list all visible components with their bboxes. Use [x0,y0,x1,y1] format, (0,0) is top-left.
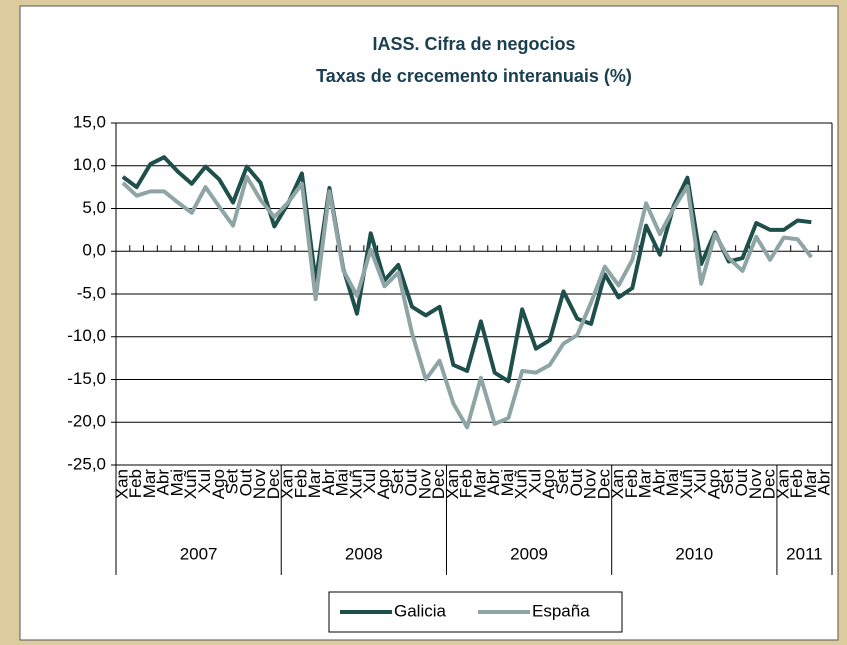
x-tick-label: Xuñ [512,469,531,499]
y-tick-label: -25,0 [67,454,106,473]
series-line [121,174,813,430]
x-tick-label: Mar [140,469,159,499]
x-tick-label: Mai [167,469,186,496]
x-tick-label: Xul [525,469,544,494]
group-label: 2010 [675,544,713,563]
y-tick-label: 0,0 [82,241,106,260]
group-label: 2008 [345,544,383,563]
x-tick-label: Mai [498,469,517,496]
x-tick-label: Feb [787,469,806,498]
x-tick-label: Dec [264,469,283,500]
chart-subtitle: Taxas de crecemento interanuais (%) [316,66,632,86]
x-tick-label: Nov [581,469,600,500]
y-tick-label: -15,0 [67,369,106,388]
x-tick-label: Mar [305,469,324,499]
x-tick-label: Ago [539,469,558,499]
x-tick-label: Out [236,469,255,497]
x-tick-label: Dec [760,469,779,500]
y-tick-label: 15,0 [73,112,106,131]
x-tick-label: Set [718,469,737,495]
panel [19,5,839,641]
x-tick-label: Xuñ [677,469,696,499]
x-tick-label: Xan [773,469,792,499]
x-tick-label: Ago [209,469,228,499]
x-tick-label: Ago [704,469,723,499]
y-tick-label: 5,0 [82,198,106,217]
chart-title: IASS. Cifra de negocios [372,34,575,54]
x-tick-label: Abr [154,469,173,496]
x-tick-label: Feb [126,469,145,498]
legend-label: España [532,601,590,620]
group-label: 2011 [786,544,823,563]
x-tick-label: Xan [443,469,462,499]
x-tick-label: Out [567,469,586,497]
x-tick-label: Xan [608,469,627,499]
series-line [121,155,812,384]
x-tick-label: Mar [470,469,489,499]
x-tick-label: Xul [691,469,710,494]
group-label: 2007 [180,544,218,563]
x-tick-label: Xan [278,469,297,499]
x-tick-label: Dec [594,469,613,500]
x-tick-label: Set [553,469,572,495]
x-tick-label: Set [388,469,407,495]
x-tick-label: Xuñ [346,469,365,499]
x-tick-label: Abr [319,469,338,496]
x-tick-label: Mai [663,469,682,496]
x-tick-label: Xuñ [181,469,200,499]
x-tick-label: Out [732,469,751,497]
y-tick-label: 10,0 [73,155,106,174]
x-tick-label: Xul [195,469,214,494]
x-tick-label: Feb [457,469,476,498]
x-tick-label: Xul [360,469,379,494]
x-tick-label: Mar [801,469,820,499]
x-tick-label: Abr [649,469,668,496]
x-tick-label: Set [223,469,242,495]
x-tick-label: Feb [291,469,310,498]
x-tick-label: Nov [415,469,434,500]
x-tick-label: Feb [622,469,641,498]
y-tick-label: -10,0 [67,326,106,345]
x-tick-label: Nov [250,469,269,500]
y-tick-label: -5,0 [77,283,106,302]
x-tick-label: Mar [636,469,655,499]
legend-label: Galicia [394,601,447,620]
y-tick-label: -20,0 [67,412,106,431]
x-tick-label: Nov [746,469,765,500]
x-tick-label: Out [402,469,421,497]
x-tick-label: Abr [815,469,834,496]
group-label: 2009 [510,544,548,563]
x-tick-label: Dec [429,469,448,500]
x-tick-label: Xan [112,469,131,499]
x-tick-label: Ago [374,469,393,499]
x-tick-label: Mai [333,469,352,496]
x-tick-label: Abr [484,469,503,496]
